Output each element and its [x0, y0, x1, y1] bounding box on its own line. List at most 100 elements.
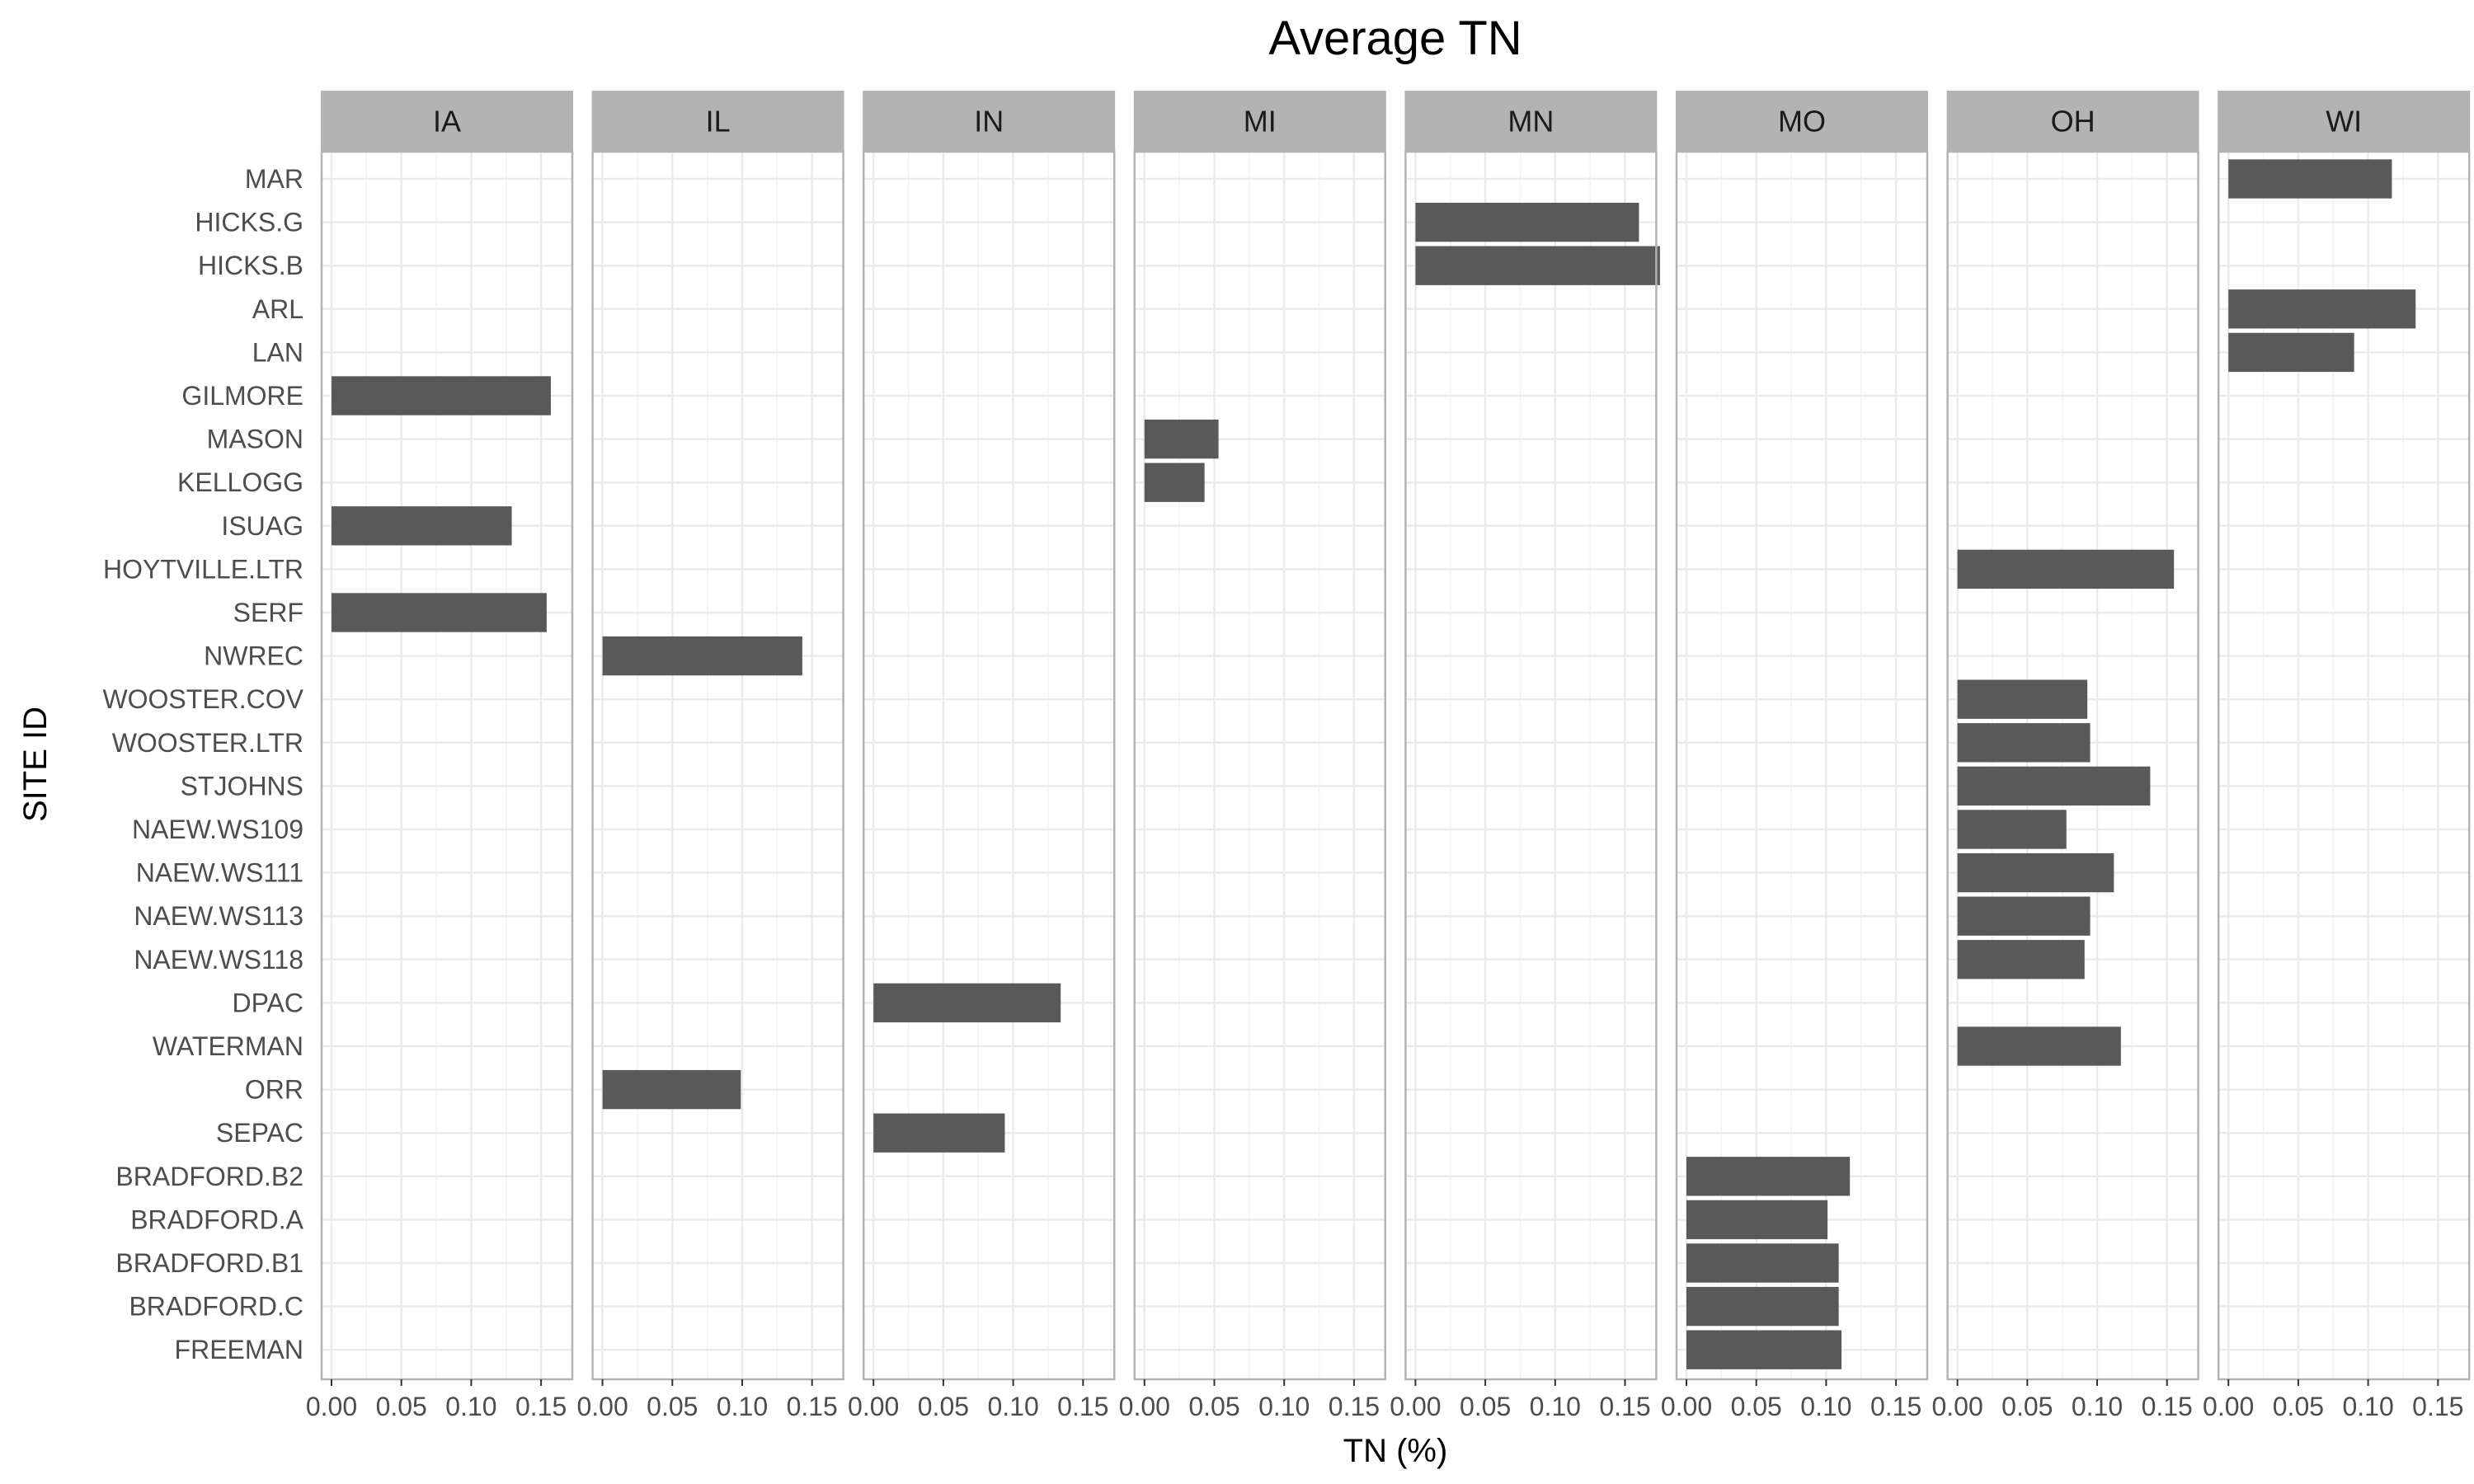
y-tick-label-bradford-c: BRADFORD.C: [129, 1292, 303, 1322]
x-tick-label: 0.15: [1057, 1392, 1108, 1421]
x-tick-label: 0.00: [1390, 1392, 1441, 1421]
panel-background: [592, 152, 844, 1379]
bar-ia-isuag: [332, 506, 512, 546]
facet-strip-label-ia: IA: [433, 105, 461, 139]
y-tick-label-nwrec: NWREC: [204, 641, 303, 671]
x-tick-label: 0.15: [787, 1392, 838, 1421]
panel-background: [863, 152, 1115, 1379]
x-tick-label: 0.05: [1731, 1392, 1782, 1421]
bar-mn-hicks-b: [1415, 246, 1660, 285]
bar-il-orr: [602, 1069, 741, 1110]
x-tick-label: 0.00: [1931, 1392, 1982, 1421]
x-tick-label: 0.05: [918, 1392, 969, 1421]
x-tick-label: 0.10: [2342, 1392, 2393, 1421]
bar-mn-hicks-g: [1415, 202, 1639, 242]
y-axis-title: SITE ID: [17, 707, 54, 822]
facet-panel-in: IN 0.00 0.05 0.10 0.15: [848, 91, 1116, 1421]
bar-il-nwrec: [602, 636, 802, 676]
x-tick-label: 0.05: [1460, 1392, 1511, 1421]
bar-ia-gilmore: [332, 376, 551, 416]
y-tick-label-mar: MAR: [245, 164, 303, 194]
x-tick-label: 0.15: [2142, 1392, 2193, 1421]
y-tick-label-lan: LAN: [252, 337, 303, 367]
bar-oh-stjohns: [1957, 766, 2151, 806]
bar-oh-naew-ws113: [1957, 896, 2091, 936]
x-tick-label: 0.10: [2072, 1392, 2123, 1421]
facet-strip: [1404, 91, 1658, 153]
facet-strip: [591, 91, 844, 153]
facet-panel-mi: MI 0.00 0.05 0.10 0.15: [1119, 91, 1387, 1421]
y-tick-label-isuag: ISUAG: [221, 511, 303, 541]
y-tick-label-kellogg: KELLOGG: [177, 467, 303, 497]
bar-wi-arl: [2228, 289, 2416, 329]
panel-background: [1947, 152, 2199, 1379]
x-tick-label: 0.05: [1188, 1392, 1239, 1421]
x-tick-label: 0.00: [576, 1392, 628, 1421]
x-tick-label: 0.00: [306, 1392, 357, 1421]
bar-oh-naew-ws118: [1957, 940, 2085, 979]
panel-background: [322, 152, 572, 1379]
y-tick-label-gilmore: GILMORE: [181, 381, 303, 411]
bar-mi-mason: [1144, 419, 1219, 459]
bar-wi-lan: [2228, 332, 2354, 373]
y-tick-label-naew-ws113: NAEW.WS113: [134, 901, 303, 931]
x-tick-label: 0.10: [717, 1392, 768, 1421]
x-tick-label: 0.15: [1870, 1392, 1921, 1421]
x-tick-label: 0.00: [1119, 1392, 1170, 1421]
facet-strip: [1946, 91, 2199, 153]
bar-mo-bradford-a: [1686, 1200, 1828, 1240]
x-tick-label: 0.10: [1258, 1392, 1310, 1421]
y-tick-label-bradford-b2: BRADFORD.B2: [115, 1162, 303, 1191]
x-tick-label: 0.10: [987, 1392, 1038, 1421]
y-tick-label-stjohns: STJOHNS: [181, 771, 303, 801]
x-tick-label: 0.15: [1329, 1392, 1380, 1421]
y-tick-label-hicks-b: HICKS.B: [198, 251, 303, 280]
bar-oh-naew-ws109: [1957, 810, 2067, 849]
y-tick-label-wooster-ltr: WOOSTER.LTR: [112, 728, 303, 758]
x-tick-label: 0.10: [445, 1392, 496, 1421]
y-tick-label-naew-ws111: NAEW.WS111: [136, 858, 303, 888]
bar-in-dpac: [873, 983, 1061, 1023]
facet-strip-label-mi: MI: [1244, 105, 1277, 139]
x-tick-label: 0.05: [2001, 1392, 2053, 1421]
x-tick-label: 0.15: [2412, 1392, 2463, 1421]
y-tick-labels: MAR HICKS.G HICKS.B ARL LAN GILMORE MASON KELLO…: [102, 164, 303, 1364]
bar-oh-waterman: [1957, 1026, 2121, 1066]
y-tick-label-sepac: SEPAC: [216, 1118, 303, 1148]
facet-strip: [321, 91, 573, 153]
facet-strip-label-in: IN: [974, 105, 1004, 139]
bar-wi-mar: [2228, 159, 2392, 199]
facet-strip: [1133, 91, 1386, 153]
facet-strip-label-mn: MN: [1507, 105, 1554, 139]
y-tick-label-mason: MASON: [207, 425, 303, 454]
y-tick-label-wooster-cov: WOOSTER.COV: [102, 684, 303, 714]
facet-panel-oh: OH 0.00 0.05 0.10 0.15: [1931, 91, 2199, 1421]
facet-strip: [2218, 91, 2471, 153]
y-tick-label-naew-ws118: NAEW.WS118: [134, 945, 303, 974]
bar-ia-serf: [332, 593, 547, 632]
panel-background: [1405, 152, 1657, 1379]
bar-mi-kellogg: [1144, 463, 1205, 502]
bar-oh-wooster-ltr: [1957, 723, 2091, 763]
y-tick-label-hicks-g: HICKS.G: [195, 208, 303, 237]
x-tick-label: 0.10: [1800, 1392, 1851, 1421]
y-tick-label-orr: ORR: [245, 1075, 303, 1105]
y-tick-label-naew-ws109: NAEW.WS109: [132, 815, 303, 844]
x-tick-label: 0.10: [1530, 1392, 1581, 1421]
facet-strip-label-wi: WI: [2326, 105, 2362, 139]
bar-oh-wooster-cov: [1957, 679, 2088, 719]
y-tick-label-dpac: DPAC: [232, 988, 303, 1017]
facet-panels: IA 0.00 0.05 0.10 0.15 IL 0.00 0.05 0.10 0.15 IN 0.…: [306, 91, 2471, 1421]
facet-strip-label-mo: MO: [1778, 105, 1826, 139]
bar-mo-freeman: [1686, 1330, 1842, 1369]
bar-mo-bradford-b1: [1686, 1243, 1839, 1283]
y-tick-label-arl: ARL: [252, 294, 303, 324]
facet-strip-label-oh: OH: [2051, 105, 2095, 139]
bar-oh-hoytville-ltr: [1957, 549, 2175, 589]
facet-panel-ia: IA 0.00 0.05 0.10 0.15: [306, 91, 574, 1421]
bar-in-sepac: [873, 1113, 1005, 1153]
facet-panel-il: IL 0.00 0.05 0.10 0.15: [576, 91, 844, 1421]
facet-panel-wi: WI 0.00 0.05 0.10 0.15: [2203, 91, 2471, 1421]
x-tick-label: 0.05: [376, 1392, 427, 1421]
y-tick-label-waterman: WATERMAN: [153, 1031, 303, 1061]
